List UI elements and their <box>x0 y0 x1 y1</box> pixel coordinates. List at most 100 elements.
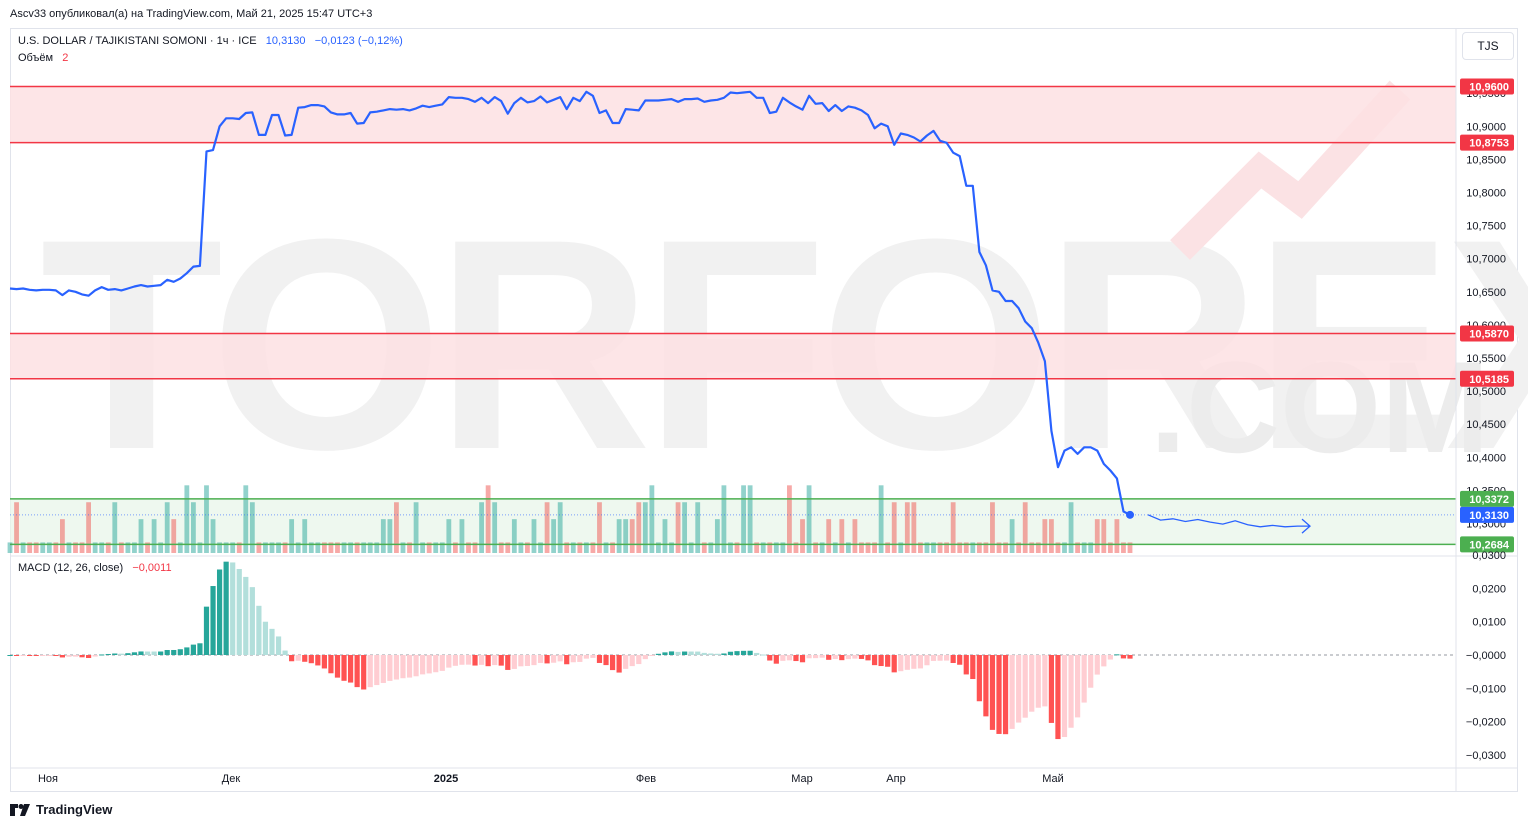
volume-bar <box>256 542 262 553</box>
macd-bar <box>79 655 85 658</box>
volume-bar <box>819 542 825 553</box>
macd-bar <box>40 655 46 656</box>
watermark-arrow <box>1170 80 1411 260</box>
volume-bar <box>525 542 530 553</box>
volume-bar <box>40 542 46 553</box>
volume-label[interactable]: Объём <box>18 52 54 64</box>
time-axis-label: Дек <box>222 773 241 785</box>
volume-bar <box>511 519 517 553</box>
macd-bar <box>197 643 203 655</box>
macd-bar <box>793 655 799 662</box>
macd-bar <box>1088 655 1094 688</box>
volume-bar <box>859 542 864 553</box>
volume-bar <box>669 542 674 553</box>
macd-bar <box>485 655 491 667</box>
macd-axis-tick: 0,0200 <box>1472 583 1506 595</box>
volume-bar <box>1127 542 1133 553</box>
macd-bar <box>557 655 563 662</box>
macd-bar <box>583 655 589 659</box>
volume-bar <box>551 519 557 553</box>
macd-bar <box>747 650 753 655</box>
price-change: −0,0123 (−0,12%) <box>314 35 403 47</box>
macd-bar <box>387 655 393 681</box>
volume-bar <box>223 542 229 553</box>
macd-bar <box>184 647 190 655</box>
price-axis-tick: 10,5500 <box>1466 353 1506 365</box>
volume-bar <box>656 542 661 553</box>
volume-bar <box>145 542 150 553</box>
tradingview-logo-icon <box>10 803 30 816</box>
last-price-dot <box>1126 510 1134 519</box>
symbol-name[interactable]: U.S. DOLLAR / TAJIKISTANI SOMONI · 1ч · … <box>18 35 257 47</box>
footer-brand-text: TradingView <box>36 802 113 817</box>
macd-bar <box>885 655 891 667</box>
macd-bar <box>243 576 249 655</box>
volume-bar <box>793 542 799 553</box>
macd-bar <box>406 655 413 678</box>
macd-bar <box>603 655 609 666</box>
price-tag-bg <box>1460 134 1514 151</box>
volume-bar <box>446 519 452 553</box>
volume-bar <box>426 542 432 553</box>
volume-value: 2 <box>62 52 69 64</box>
volume-bar <box>597 502 602 553</box>
volume-bar <box>263 542 268 553</box>
macd-bar <box>13 655 20 656</box>
volume-bar <box>760 542 766 553</box>
footer-brand[interactable]: TradingView <box>10 802 112 817</box>
macd-bar <box>819 655 825 658</box>
macd-bar <box>957 655 963 665</box>
currency-button[interactable]: TJS <box>1462 32 1514 60</box>
macd-bar <box>1107 655 1113 660</box>
volume-bar <box>236 542 242 553</box>
volume-bar <box>721 485 727 553</box>
macd-bar <box>33 655 39 656</box>
macd-bar <box>505 655 511 670</box>
volume-bar <box>1016 542 1022 553</box>
volume-bar <box>747 485 753 553</box>
volume-bar <box>682 502 688 553</box>
volume-bar <box>452 542 458 553</box>
macd-axis-tick: −0,0000 <box>1466 650 1506 662</box>
macd-bar <box>767 655 773 661</box>
volume-bar <box>20 542 26 553</box>
macd-bar <box>144 651 151 655</box>
macd-bar <box>46 655 52 656</box>
macd-bar <box>164 650 170 655</box>
macd-label[interactable]: MACD (12, 26, close) <box>18 562 124 574</box>
macd-bar <box>66 655 72 657</box>
volume-bar <box>420 542 426 553</box>
macd-bar <box>1127 655 1133 659</box>
macd-bar <box>531 655 537 666</box>
volume-bar <box>583 542 589 553</box>
macd-bar <box>616 655 622 673</box>
volume-bar <box>151 519 157 553</box>
volume-bar <box>649 485 655 553</box>
macd-bar <box>380 655 386 683</box>
macd-bar <box>996 655 1002 734</box>
macd-bar <box>813 655 819 659</box>
macd-bar <box>138 651 144 655</box>
macd-bar <box>714 653 720 655</box>
volume-bar <box>570 542 576 553</box>
price-tag-bg <box>1460 78 1514 95</box>
volume-bar <box>439 542 445 553</box>
volume-bar <box>754 542 760 553</box>
macd-bar <box>655 653 662 655</box>
volume-bar <box>845 542 851 553</box>
volume-bar <box>354 542 360 553</box>
volume-bar <box>1081 542 1087 553</box>
volume-bar <box>741 485 746 553</box>
volume-bar <box>1107 542 1113 553</box>
volume-bar <box>826 519 832 553</box>
macd-bar <box>970 655 976 680</box>
macd-bar <box>642 655 648 660</box>
macd-bar <box>289 655 295 662</box>
macd-bar <box>315 655 321 666</box>
macd-bar <box>773 655 779 664</box>
macd-bar <box>171 649 177 655</box>
volume-bar <box>505 542 511 553</box>
volume-bar <box>243 485 249 553</box>
volume-bar <box>1022 502 1028 553</box>
